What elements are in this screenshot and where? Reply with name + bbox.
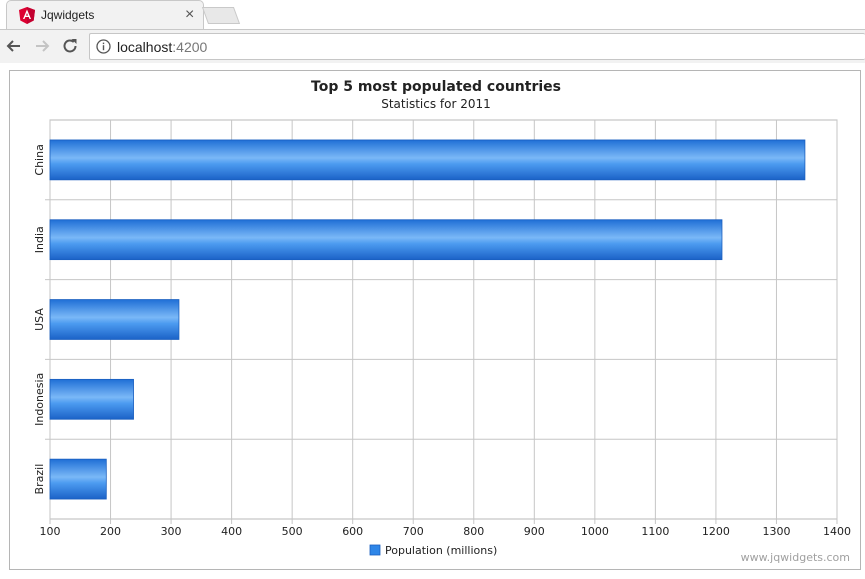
x-tick-label: 400 xyxy=(221,525,242,538)
x-tick-label: 200 xyxy=(100,525,121,538)
reload-icon[interactable] xyxy=(60,36,80,56)
bar xyxy=(49,219,723,261)
x-tick-label: 1000 xyxy=(581,525,609,538)
y-category-label: China xyxy=(33,144,46,175)
watermark: www.jqwidgets.com xyxy=(740,551,850,564)
chart-title: Top 5 most populated countries xyxy=(311,79,561,95)
x-tick-label: 600 xyxy=(342,525,363,538)
back-arrow-icon[interactable] xyxy=(4,36,24,56)
address-bar[interactable]: localhost:4200 xyxy=(89,33,865,60)
bar xyxy=(49,139,806,181)
x-tick-label: 300 xyxy=(161,525,182,538)
tab-strip: Jqwidgets × xyxy=(0,0,865,30)
y-category-label: USA xyxy=(33,308,46,331)
tab-title: Jqwidgets xyxy=(41,8,95,22)
bar xyxy=(49,378,134,420)
page-content: Top 5 most populated countries Statistic… xyxy=(0,63,865,579)
x-tick-label: 100 xyxy=(40,525,61,538)
x-tick-label: 800 xyxy=(463,525,484,538)
url-port: :4200 xyxy=(172,39,208,55)
info-icon[interactable] xyxy=(96,39,111,54)
y-category-label: India xyxy=(33,226,46,253)
x-tick-label: 1300 xyxy=(762,525,790,538)
chart-container: Top 5 most populated countries Statistic… xyxy=(9,70,861,570)
x-tick-label: 900 xyxy=(524,525,545,538)
x-tick-label: 500 xyxy=(282,525,303,538)
y-category-label: Indonesia xyxy=(33,373,46,426)
legend-label: Population (millions) xyxy=(385,544,497,557)
chart-subtitle: Statistics for 2011 xyxy=(381,97,491,111)
url-text[interactable]: localhost:4200 xyxy=(117,39,207,55)
browser-toolbar: localhost:4200 xyxy=(0,29,865,64)
url-host: localhost xyxy=(117,39,173,55)
x-tick-label: 1400 xyxy=(823,525,851,538)
x-tick-label: 700 xyxy=(403,525,424,538)
x-tick-label: 1200 xyxy=(702,525,730,538)
y-category-label: Brazil xyxy=(33,464,46,495)
browser-tab[interactable]: Jqwidgets × xyxy=(6,0,204,29)
angular-logo-icon xyxy=(19,7,35,24)
bar xyxy=(49,299,180,340)
forward-arrow-icon[interactable] xyxy=(32,36,52,56)
new-tab-button[interactable] xyxy=(201,7,241,24)
x-tick-label: 1100 xyxy=(641,525,669,538)
bar xyxy=(49,458,107,500)
legend-swatch xyxy=(369,544,381,556)
close-tab-icon[interactable]: × xyxy=(185,6,195,23)
bar-chart: 100 200 300 400 500 600 700 800 900 1000 1100 1200 1… xyxy=(33,119,851,557)
